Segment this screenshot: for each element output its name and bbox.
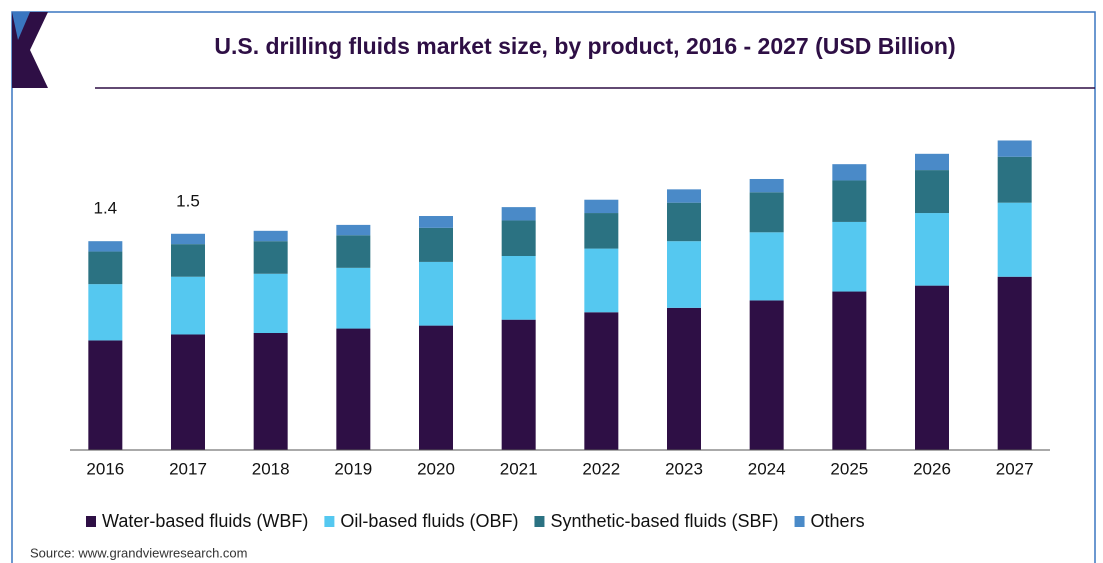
bar-segment	[501, 207, 536, 221]
legend-swatch	[534, 516, 545, 527]
x-tick-label: 2026	[913, 459, 951, 478]
x-tick-label: 2021	[500, 459, 538, 478]
x-tick-label: 2027	[996, 459, 1034, 478]
x-tick-label: 2022	[582, 459, 620, 478]
legend-label: Water-based fluids (WBF)	[102, 511, 308, 531]
x-tick-label: 2019	[334, 459, 372, 478]
x-tick-label: 2018	[252, 459, 290, 478]
bar-segment	[832, 221, 867, 292]
legend-swatch	[794, 516, 805, 527]
bar-segment	[171, 334, 205, 450]
bar-segment	[667, 241, 701, 308]
bar-segment	[253, 333, 288, 450]
x-tick-label: 2023	[665, 459, 703, 478]
frame	[11, 11, 1096, 563]
bar-segment	[253, 241, 288, 274]
bar-segment	[584, 248, 619, 313]
x-tick-label: 2025	[830, 459, 868, 478]
bar-segment	[749, 192, 784, 233]
bar-segment	[88, 340, 123, 450]
bar-segment	[749, 300, 784, 450]
bar-segment	[749, 178, 784, 193]
bar-segment	[749, 232, 784, 301]
corner-accent	[12, 12, 30, 40]
legend-label: Synthetic-based fluids (SBF)	[550, 511, 778, 531]
bar-segment	[171, 244, 205, 277]
x-tick-label: 2016	[86, 459, 124, 478]
x-tick-label: 2017	[169, 459, 207, 478]
legend-swatch	[324, 516, 335, 527]
bar-segment	[915, 153, 949, 171]
bar-segment	[171, 276, 205, 335]
bar-segment	[667, 202, 701, 242]
bar-segment	[832, 180, 867, 222]
bar-segment	[253, 230, 288, 242]
legend-swatch	[86, 516, 96, 527]
bar-segment	[336, 224, 371, 236]
bar-segment	[253, 273, 288, 334]
bar-segment	[501, 255, 536, 320]
bar-segment	[997, 156, 1032, 203]
bar-segment	[832, 164, 867, 181]
x-tick-label: 2024	[748, 459, 786, 478]
bar-segment	[501, 220, 536, 256]
total-label: 1.4	[94, 199, 118, 218]
x-tick-label: 2020	[417, 459, 455, 478]
bar-segment	[997, 140, 1032, 157]
bar-segment	[171, 233, 205, 245]
bar-segment	[915, 213, 949, 286]
bar-segment	[997, 276, 1032, 450]
legend-label: Others	[811, 511, 865, 531]
bar-segment	[419, 325, 453, 450]
bar-segment	[997, 202, 1032, 277]
bar-segment	[419, 216, 453, 228]
bar-segment	[584, 213, 619, 249]
bar-segment	[419, 227, 453, 262]
legend-label: Oil-based fluids (OBF)	[340, 511, 518, 531]
bar-segment	[336, 328, 371, 450]
bar-segment	[915, 285, 949, 450]
chart-title: U.S. drilling fluids market size, by pro…	[214, 33, 955, 59]
bar-segment	[915, 170, 949, 214]
bar-segment	[584, 199, 619, 214]
source: Source: www.grandviewresearch.com	[30, 545, 247, 560]
bar-segment	[667, 189, 701, 203]
bar-segment	[88, 251, 123, 285]
bar-segment	[336, 235, 371, 268]
bar-segment	[88, 284, 123, 341]
bar-segment	[584, 312, 619, 450]
bar-segment	[88, 241, 123, 252]
bar-segment	[501, 319, 536, 450]
bar-segment	[832, 291, 867, 450]
total-label: 1.5	[176, 191, 200, 210]
bar-segment	[419, 261, 453, 326]
bar-segment	[667, 307, 701, 450]
bar-segment	[336, 267, 371, 329]
